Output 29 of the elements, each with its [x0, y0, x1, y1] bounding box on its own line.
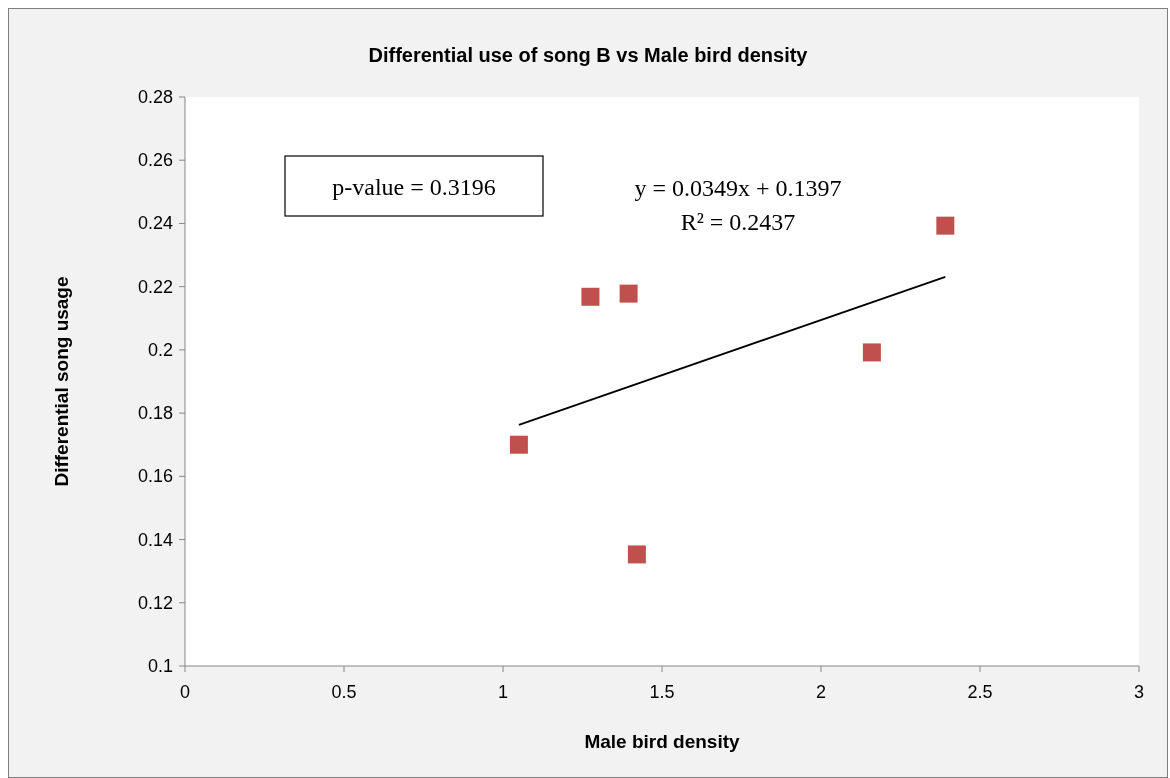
x-tick-label: 1	[497, 682, 509, 702]
x-tick-label: 1.5	[649, 682, 675, 702]
x-tick-label: 3	[1133, 682, 1145, 702]
annotation: R² = 0.2437	[680, 209, 796, 235]
point	[581, 287, 600, 306]
point	[936, 216, 955, 235]
y-tick-label: 0.2	[147, 339, 173, 360]
y-axis-title: Differential song usage	[51, 276, 72, 487]
point	[509, 435, 528, 454]
x-tick-label: 0.5	[331, 682, 357, 702]
y-tick-label: 0.24	[137, 213, 173, 234]
x-axis-title: Male bird density	[584, 731, 741, 752]
x-tick-label: 0	[179, 682, 191, 702]
y-tick-label: 0.18	[137, 403, 173, 424]
point	[627, 545, 646, 564]
chart-title: Differential use of song B vs Male bird density	[368, 44, 809, 66]
point	[619, 284, 638, 303]
point	[862, 343, 881, 362]
x-tick-label: 2	[815, 682, 827, 702]
x-tick-label: 2.5	[967, 682, 993, 702]
annotation: p-value = 0.3196	[332, 174, 496, 200]
y-tick-label: 0.1	[147, 656, 173, 676]
y-tick-label: 0.28	[137, 87, 173, 107]
y-tick-label: 0.26	[137, 150, 173, 171]
y-tick-label: 0.22	[137, 276, 173, 297]
y-tick-label: 0.12	[137, 592, 173, 613]
y-tick-label: 0.16	[137, 466, 173, 487]
y-tick-label: 0.14	[137, 529, 173, 550]
annotation: y = 0.0349x + 0.1397	[634, 175, 842, 201]
